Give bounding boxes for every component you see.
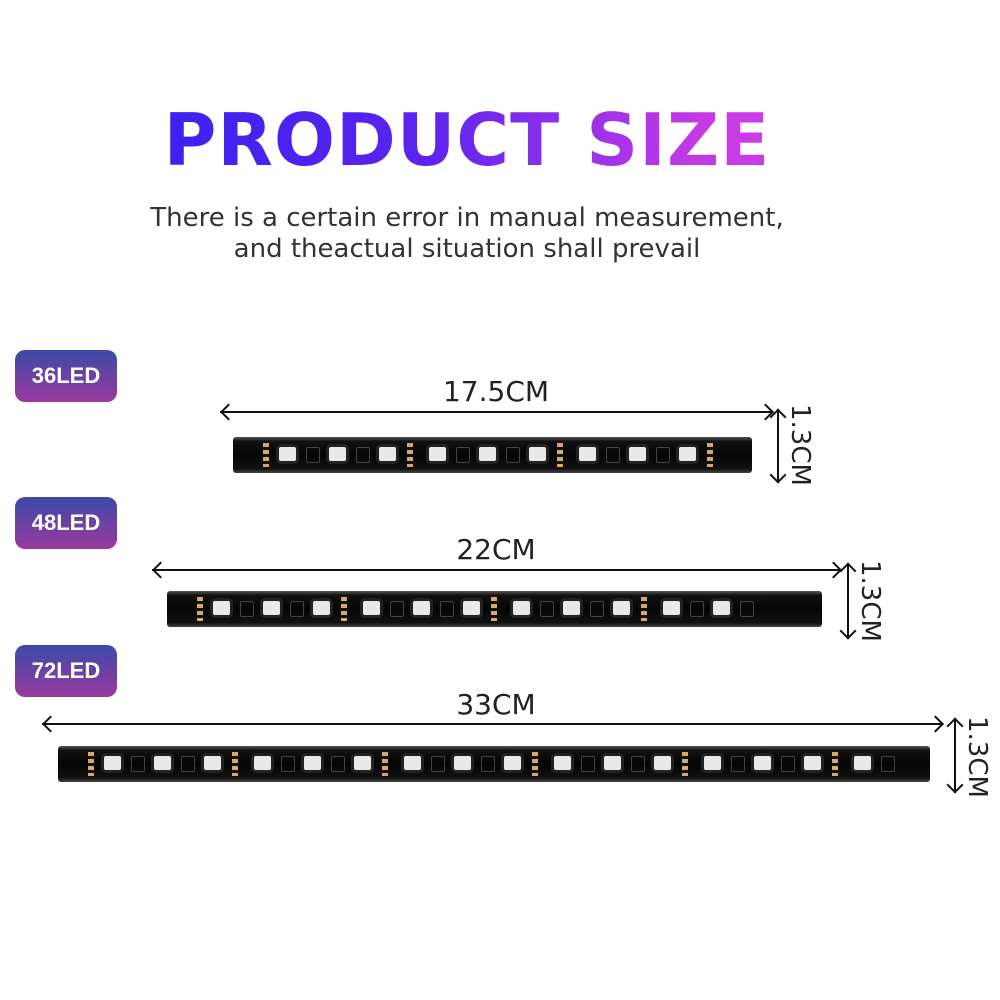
- resistor-chip: [740, 601, 754, 617]
- led-chip: [579, 447, 596, 461]
- resistor-chip: [881, 756, 895, 772]
- page-title: PRODUCT SIZE: [0, 98, 934, 182]
- led-chip: [429, 447, 446, 461]
- cut-segment-marker: [832, 752, 838, 776]
- led-strip-48: [167, 591, 822, 627]
- led-chip: [529, 447, 546, 461]
- subtitle-line-2: and theactual situation shall prevail: [233, 234, 701, 264]
- cut-segment-marker: [232, 752, 238, 776]
- length-label: 33CM: [456, 688, 536, 721]
- cut-segment-marker: [88, 752, 94, 776]
- led-chip: [654, 756, 671, 770]
- led-chip: [263, 601, 280, 615]
- width-label: 1.3CM: [785, 404, 815, 486]
- led-chip: [404, 756, 421, 770]
- led-chip: [279, 447, 296, 461]
- resistor-chip: [290, 601, 304, 617]
- led-chip: [329, 447, 346, 461]
- led-chip: [679, 447, 696, 461]
- resistor-chip: [540, 601, 554, 617]
- led-chip: [479, 447, 496, 461]
- cut-segment-marker: [707, 443, 713, 467]
- led-chip: [204, 756, 221, 770]
- length-arrow: [42, 723, 942, 725]
- led-chip: [313, 601, 330, 615]
- led-strip-36: [233, 437, 752, 473]
- cut-segment-marker: [263, 443, 269, 467]
- led-chip: [663, 601, 680, 615]
- subtitle-line-1: There is a certain error in manual measu…: [150, 203, 784, 233]
- resistor-chip: [440, 601, 454, 617]
- led-chip: [754, 756, 771, 770]
- led-chip: [629, 447, 646, 461]
- cut-segment-marker: [341, 597, 347, 621]
- length-arrow: [220, 411, 772, 413]
- resistor-chip: [331, 756, 345, 772]
- led-chip: [254, 756, 271, 770]
- resistor-chip: [456, 447, 470, 463]
- resistor-chip: [631, 756, 645, 772]
- resistor-chip: [590, 601, 604, 617]
- cut-segment-marker: [491, 597, 497, 621]
- resistor-chip: [181, 756, 195, 772]
- resistor-chip: [606, 447, 620, 463]
- led-chip: [563, 601, 580, 615]
- led-chip: [704, 756, 721, 770]
- led-chip: [804, 756, 821, 770]
- led-chip: [604, 756, 621, 770]
- led-chip: [513, 601, 530, 615]
- led-chip: [154, 756, 171, 770]
- led-chip: [379, 447, 396, 461]
- width-label: 1.3CM: [855, 560, 885, 642]
- led-chip: [104, 756, 121, 770]
- led-chip: [463, 601, 480, 615]
- width-arrow: [847, 563, 849, 639]
- badge-48led: 48LED: [15, 497, 117, 549]
- resistor-chip: [390, 601, 404, 617]
- led-chip: [854, 756, 871, 770]
- led-chip: [213, 601, 230, 615]
- led-chip: [354, 756, 371, 770]
- led-chip: [713, 601, 730, 615]
- led-strip-72: [58, 746, 930, 782]
- cut-segment-marker: [197, 597, 203, 621]
- resistor-chip: [781, 756, 795, 772]
- length-label: 17.5CM: [442, 375, 550, 408]
- resistor-chip: [731, 756, 745, 772]
- resistor-chip: [431, 756, 445, 772]
- cut-segment-marker: [532, 752, 538, 776]
- led-chip: [454, 756, 471, 770]
- cut-segment-marker: [557, 443, 563, 467]
- resistor-chip: [690, 601, 704, 617]
- resistor-chip: [506, 447, 520, 463]
- led-chip: [413, 601, 430, 615]
- length-arrow: [152, 569, 840, 571]
- width-arrow: [777, 409, 779, 483]
- resistor-chip: [581, 756, 595, 772]
- length-label: 22CM: [456, 533, 536, 566]
- resistor-chip: [281, 756, 295, 772]
- resistor-chip: [356, 447, 370, 463]
- cut-segment-marker: [407, 443, 413, 467]
- led-chip: [304, 756, 321, 770]
- led-chip: [554, 756, 571, 770]
- led-chip: [363, 601, 380, 615]
- led-chip: [613, 601, 630, 615]
- resistor-chip: [131, 756, 145, 772]
- resistor-chip: [481, 756, 495, 772]
- resistor-chip: [306, 447, 320, 463]
- cut-segment-marker: [382, 752, 388, 776]
- width-label: 1.3CM: [962, 716, 992, 798]
- cut-segment-marker: [641, 597, 647, 621]
- led-chip: [504, 756, 521, 770]
- resistor-chip: [656, 447, 670, 463]
- resistor-chip: [240, 601, 254, 617]
- width-arrow: [954, 718, 956, 793]
- cut-segment-marker: [682, 752, 688, 776]
- badge-72led: 72LED: [15, 645, 117, 697]
- badge-36led: 36LED: [15, 350, 117, 402]
